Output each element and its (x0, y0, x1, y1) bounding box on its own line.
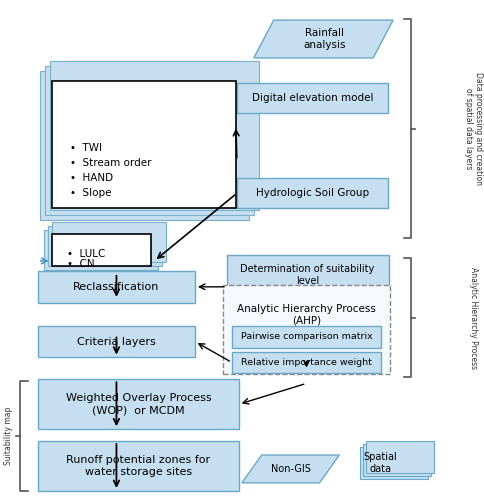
FancyBboxPatch shape (237, 83, 388, 112)
FancyBboxPatch shape (38, 326, 195, 358)
FancyBboxPatch shape (38, 271, 195, 302)
Text: Determination of suitability
level: Determination of suitability level (241, 264, 375, 285)
Text: Reclassification: Reclassification (73, 282, 160, 292)
Text: •  LULC: • LULC (67, 249, 105, 259)
FancyBboxPatch shape (237, 178, 388, 208)
FancyBboxPatch shape (52, 222, 166, 262)
FancyBboxPatch shape (38, 441, 239, 491)
FancyBboxPatch shape (223, 285, 390, 374)
Text: Runoff potential zones for
water storage sites: Runoff potential zones for water storage… (66, 455, 211, 477)
FancyBboxPatch shape (232, 352, 381, 374)
Text: Non-GIS: Non-GIS (271, 464, 311, 474)
Text: Spatial
data: Spatial data (363, 452, 397, 474)
Text: Analytic Hierarchy Process: Analytic Hierarchy Process (469, 266, 478, 368)
FancyBboxPatch shape (48, 226, 162, 266)
FancyBboxPatch shape (52, 234, 151, 266)
FancyBboxPatch shape (232, 326, 381, 347)
FancyBboxPatch shape (38, 380, 239, 429)
Text: Relative importance weight: Relative importance weight (241, 358, 372, 367)
Text: Hydrologic Soil Group: Hydrologic Soil Group (256, 188, 369, 198)
Text: Weighted Overlay Process
(WOP)  or MCDM: Weighted Overlay Process (WOP) or MCDM (65, 394, 211, 415)
FancyBboxPatch shape (366, 441, 434, 473)
Text: Pairwise comparison matrix: Pairwise comparison matrix (241, 332, 372, 341)
Text: Analytic Hierarchy Process
(AHP): Analytic Hierarchy Process (AHP) (237, 304, 376, 326)
FancyBboxPatch shape (363, 444, 431, 476)
FancyBboxPatch shape (45, 66, 254, 215)
Text: Rainfall
analysis: Rainfall analysis (303, 28, 346, 50)
Text: •  Stream order: • Stream order (70, 158, 151, 168)
FancyBboxPatch shape (40, 71, 249, 220)
FancyBboxPatch shape (52, 81, 236, 208)
Text: Criteria layers: Criteria layers (77, 336, 156, 346)
Polygon shape (242, 455, 339, 483)
Text: Data processing and creation
of spatial data layers: Data processing and creation of spatial … (464, 72, 484, 185)
Text: Digital elevation model: Digital elevation model (252, 92, 373, 102)
Text: •  CN: • CN (67, 259, 94, 269)
Text: Suitability map: Suitability map (4, 407, 14, 466)
FancyBboxPatch shape (44, 230, 158, 270)
Text: •  Slope: • Slope (70, 188, 111, 198)
FancyBboxPatch shape (360, 447, 428, 479)
Text: •  HAND: • HAND (70, 174, 113, 184)
Text: •  TWI: • TWI (70, 144, 102, 154)
FancyBboxPatch shape (227, 255, 389, 295)
Polygon shape (254, 20, 393, 58)
FancyBboxPatch shape (50, 61, 259, 210)
